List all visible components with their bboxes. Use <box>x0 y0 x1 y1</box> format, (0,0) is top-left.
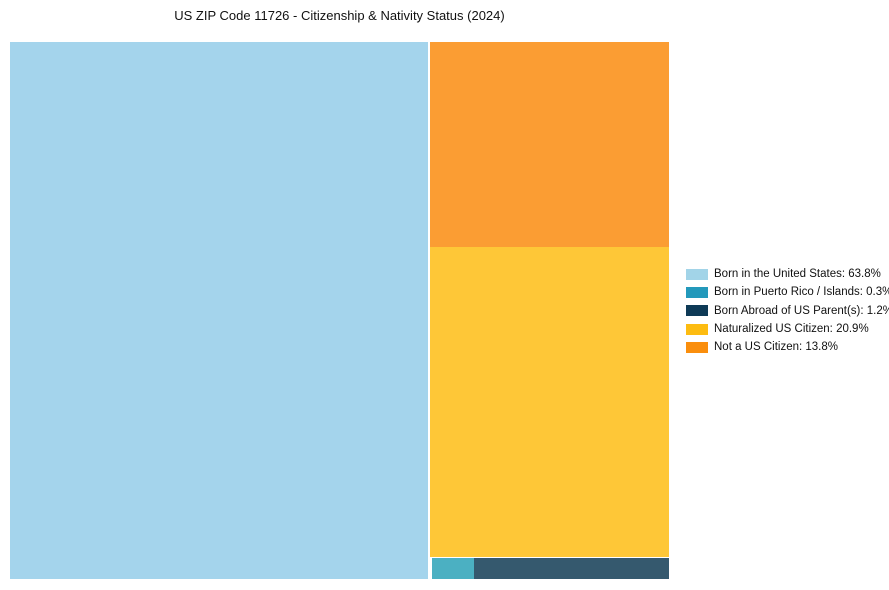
legend-label: Born in the United States: 63.8% <box>714 268 881 281</box>
legend-swatch-born-abroad-of-us-parents <box>686 305 708 317</box>
legend-swatch-not-a-us-citizen <box>686 341 708 353</box>
treemap-tile-born-in-puerto-rico-islands <box>432 558 474 579</box>
treemap-tile-naturalized-us-citizen <box>430 247 669 557</box>
legend-item-not-a-us-citizen: Not a US Citizen: 13.8% <box>686 338 889 356</box>
legend-label: Born Abroad of US Parent(s): 1.2% <box>714 304 889 317</box>
treemap-tile-born-abroad-of-us-parents <box>474 558 669 579</box>
treemap-plot <box>10 42 669 579</box>
legend-item-born-in-united-states: Born in the United States: 63.8% <box>686 265 889 283</box>
legend-label: Naturalized US Citizen: 20.9% <box>714 323 869 336</box>
legend-swatch-born-in-united-states <box>686 268 708 280</box>
legend-item-naturalized-us-citizen: Naturalized US Citizen: 20.9% <box>686 320 889 338</box>
treemap-tile-not-a-us-citizen <box>430 42 669 247</box>
legend: Born in the United States: 63.8% Born in… <box>686 265 889 356</box>
legend-swatch-born-in-puerto-rico-islands <box>686 286 708 298</box>
treemap-tile-born-in-united-states <box>10 42 428 579</box>
legend-swatch-naturalized-us-citizen <box>686 323 708 335</box>
legend-label: Not a US Citizen: 13.8% <box>714 341 839 354</box>
legend-item-born-abroad-of-us-parents: Born Abroad of US Parent(s): 1.2% <box>686 302 889 320</box>
chart-title: US ZIP Code 11726 - Citizenship & Nativi… <box>174 8 505 23</box>
legend-label: Born in Puerto Rico / Islands: 0.3% <box>714 286 889 299</box>
legend-item-born-in-puerto-rico-islands: Born in Puerto Rico / Islands: 0.3% <box>686 283 889 301</box>
